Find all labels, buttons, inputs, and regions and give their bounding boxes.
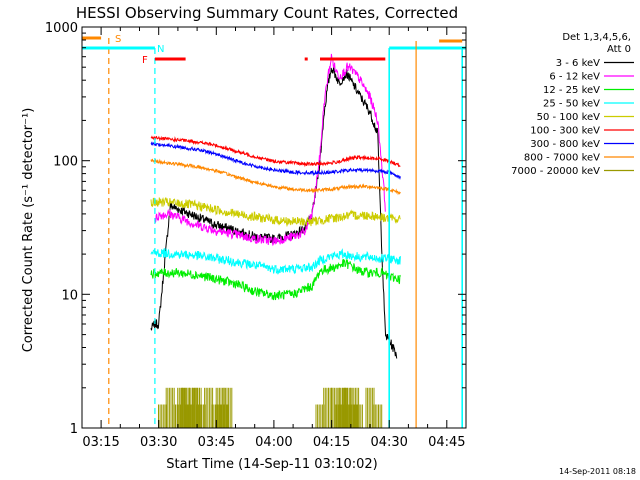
legend-entry-label: 6 - 12 keV — [549, 72, 600, 83]
legend-header: Det 1,3,4,5,6, — [562, 32, 631, 43]
x-tick-label: 03:30 — [140, 435, 177, 450]
marker-label-F: F — [142, 55, 148, 66]
series-line-2 — [150, 258, 401, 301]
y-tick-label: 10 — [61, 288, 78, 303]
y-axis-label: Corrected Count Rate (s⁻¹ detector⁻¹) — [21, 108, 36, 353]
y-tick-label: 1000 — [45, 21, 78, 36]
legend-header: Att 0 — [607, 44, 631, 55]
y-tick-label: 100 — [53, 155, 78, 170]
legend-entry-label: 12 - 25 keV — [543, 85, 600, 96]
legend: Det 1,3,4,5,6,Att 0 3 - 6 keV 6 - 12 keV 12… — [511, 32, 634, 177]
x-axis-label: Start Time (14-Sep-11 03:10:02) — [166, 457, 377, 472]
y-tick-label: 1 — [70, 422, 78, 437]
series-line-5 — [150, 135, 401, 168]
legend-entry-label: 800 - 7000 keV — [524, 153, 600, 164]
axes: 1 10 100 1000 03:15 03:30 03:45 04:00 04:15 04:30… — [45, 21, 467, 450]
series-line-3 — [150, 247, 401, 275]
marker-label-N: N — [157, 44, 164, 55]
legend-entry-label: 25 - 50 keV — [543, 99, 600, 110]
x-tick-label: 04:45 — [428, 435, 465, 450]
plot-frame — [81, 26, 467, 429]
legend-entry-label: 100 - 300 keV — [530, 126, 600, 137]
x-tick-label: 03:15 — [82, 435, 119, 450]
series-line-6 — [150, 141, 401, 180]
series-line-0 — [150, 66, 398, 359]
series-line-7 — [150, 158, 401, 196]
legend-entry-label: 50 - 100 keV — [537, 112, 601, 123]
x-tick-label: 04:15 — [313, 435, 350, 450]
marker-label-S: S — [115, 34, 121, 45]
x-tick-label: 03:45 — [198, 435, 235, 450]
chart-title: HESSI Observing Summary Count Rates, Cor… — [76, 4, 458, 22]
footer-timestamp: 14-Sep-2011 08:18 — [559, 467, 636, 476]
legend-entry-label: 7000 - 20000 keV — [511, 166, 600, 177]
legend-entry-label: 3 - 6 keV — [556, 58, 600, 69]
legend-entry-label: 300 - 800 keV — [530, 139, 600, 150]
x-tick-label: 04:30 — [370, 435, 407, 450]
series-line-4 — [150, 196, 401, 228]
x-tick-label: 04:00 — [255, 435, 292, 450]
series-line-1 — [154, 53, 386, 247]
plot-area: S NF — [81, 34, 466, 428]
